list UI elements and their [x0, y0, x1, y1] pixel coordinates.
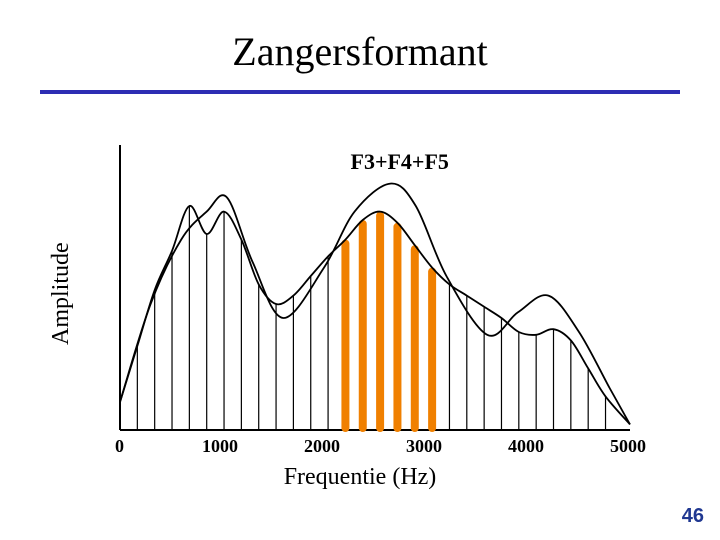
x-tick: 4000	[508, 436, 544, 457]
x-tick: 0	[115, 436, 124, 457]
page-number: 46	[682, 505, 704, 528]
title-underline	[40, 90, 680, 94]
x-tick: 2000	[304, 436, 340, 457]
x-axis-label: Frequentie (Hz)	[0, 464, 720, 491]
page-title: Zangersformant	[0, 28, 720, 75]
y-axis-label: Amplitude	[48, 242, 75, 345]
x-tick: 5000	[610, 436, 646, 457]
spectrum-chart: F3+F4+F5	[80, 140, 640, 450]
slide: { "title": "Zangersformant", "rule": { "…	[0, 0, 720, 540]
x-tick: 3000	[406, 436, 442, 457]
x-tick: 1000	[202, 436, 238, 457]
formant-annotation: F3+F4+F5	[351, 149, 449, 175]
chart-svg	[80, 140, 640, 450]
